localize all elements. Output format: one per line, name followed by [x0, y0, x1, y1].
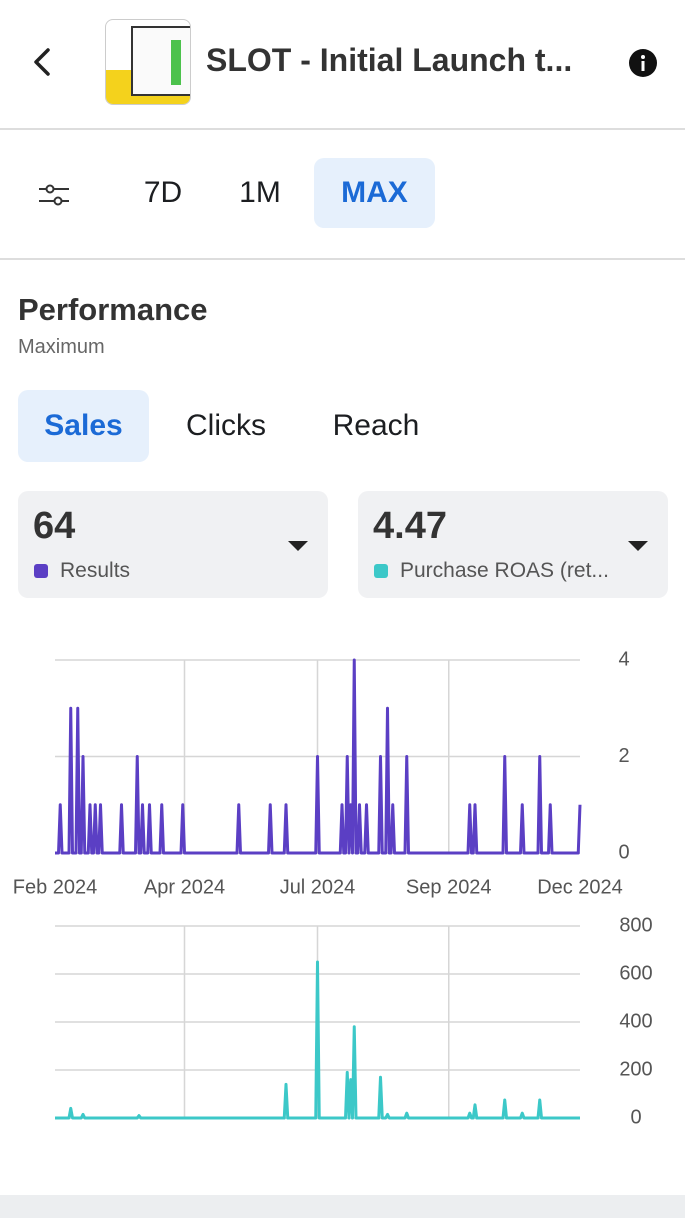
metric-value: 64	[33, 505, 76, 547]
metric-label: Purchase ROAS (ret...	[400, 559, 609, 582]
metric-tab-selected[interactable]: Sales	[18, 390, 149, 462]
legend-swatch	[374, 564, 388, 578]
line-series	[55, 658, 582, 855]
y-tick-label: 600	[619, 962, 652, 984]
bottom-bar	[0, 1195, 685, 1218]
x-tick-label: Feb 2024	[13, 876, 98, 898]
back-button[interactable]	[30, 46, 56, 78]
section-subtitle: Maximum	[18, 336, 105, 358]
filter-button[interactable]	[38, 182, 70, 208]
metric-label: Results	[60, 559, 131, 582]
dropdown-caret	[288, 541, 308, 551]
x-tick-label: Apr 2024	[144, 876, 225, 898]
y-tick-label: 800	[619, 914, 652, 936]
metric-tab[interactable]: Clicks	[186, 409, 266, 442]
y-tick-label: 0	[618, 841, 629, 863]
header: SLOT - Initial Launch t...	[0, 0, 685, 130]
x-tick-label: Dec 2024	[537, 876, 623, 898]
charts: 0 2 4 Feb 2024 Apr 2024 Jul 2024 Sep 2024 Dec 2…	[13, 648, 653, 1128]
y-tick-label: 400	[619, 1010, 652, 1032]
y-tick-label: 4	[618, 648, 629, 670]
x-tick-label: Sep 2024	[406, 876, 492, 898]
info-button[interactable]	[628, 48, 658, 78]
range-tab-selected[interactable]: MAX	[314, 158, 435, 228]
section-title: Performance	[18, 292, 208, 327]
metric-tab[interactable]: Reach	[332, 409, 420, 442]
campaign-title: SLOT - Initial Launch t...	[206, 42, 573, 78]
ad-thumbnail	[105, 19, 191, 105]
metric-card[interactable]: 4.47 Purchase ROAS (ret...	[358, 491, 668, 598]
y-tick-label: 200	[619, 1058, 652, 1080]
y-tick-label: 2	[618, 745, 629, 767]
date-range-bar	[0, 130, 685, 260]
range-tab[interactable]: 7D	[143, 176, 183, 209]
line-series	[55, 960, 580, 1120]
x-tick-label: Jul 2024	[280, 876, 356, 898]
legend-swatch	[34, 564, 48, 578]
range-tab[interactable]: 1M	[239, 176, 281, 209]
metric-value: 4.47	[373, 505, 447, 547]
y-tick-label: 0	[630, 1106, 641, 1128]
metric-card[interactable]: 64 Results	[18, 491, 328, 598]
dropdown-caret	[628, 541, 648, 551]
